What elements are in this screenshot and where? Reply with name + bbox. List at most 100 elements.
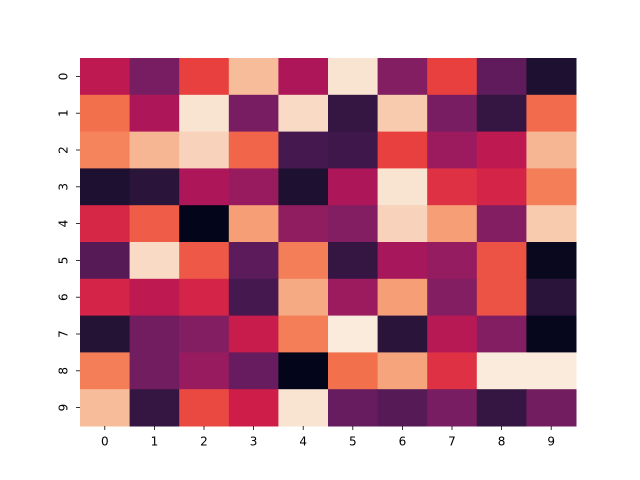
- heatmap-cell: [427, 389, 478, 427]
- heatmap-cell: [526, 278, 577, 317]
- heatmap-cell: [377, 58, 428, 96]
- heatmap-cell: [80, 168, 131, 206]
- heatmap-cell: [179, 94, 230, 133]
- heatmap-cell: [80, 278, 131, 317]
- y-tick-label: 7: [57, 330, 71, 338]
- heatmap-cell: [129, 278, 180, 317]
- heatmap-cell: [228, 389, 279, 427]
- heatmap-cell: [476, 168, 527, 206]
- heatmap-cell: [526, 242, 577, 280]
- x-tick-label: 8: [498, 435, 506, 449]
- heatmap-cell: [526, 205, 577, 243]
- heatmap-cell: [377, 352, 428, 390]
- heatmap-cell: [526, 389, 577, 427]
- heatmap-cell: [228, 315, 279, 353]
- heatmap-cell: [526, 315, 577, 353]
- heatmap-cell: [328, 278, 379, 317]
- heatmap-cell: [80, 131, 131, 169]
- heatmap-cell: [228, 278, 279, 317]
- heatmap-cell: [427, 278, 478, 317]
- heatmap-cell: [278, 168, 329, 206]
- heatmap-cell: [427, 205, 478, 243]
- heatmap-cell: [278, 278, 329, 317]
- y-tick-label: 1: [57, 109, 71, 117]
- heatmap-cell: [228, 94, 279, 133]
- heatmap-cell: [278, 58, 329, 96]
- heatmap-cell: [328, 389, 379, 427]
- heatmap-cell: [377, 389, 428, 427]
- heatmap-cell: [228, 205, 279, 243]
- heatmap-cell: [179, 168, 230, 206]
- heatmap-cell: [377, 131, 428, 169]
- heatmap-cell: [328, 58, 379, 96]
- heatmap-cell: [377, 94, 428, 133]
- heatmap-cell: [228, 131, 279, 169]
- heatmap-cell: [476, 94, 527, 133]
- heatmap-cell: [526, 131, 577, 169]
- heatmap-cell: [427, 242, 478, 280]
- heatmap-cell: [129, 205, 180, 243]
- heatmap-cell: [179, 278, 230, 317]
- heatmap-cell: [228, 352, 279, 390]
- heatmap-cell: [80, 58, 131, 96]
- heatmap-cell: [278, 389, 329, 427]
- y-tick-label: 5: [57, 257, 71, 265]
- heatmap-cell: [278, 242, 329, 280]
- heatmap-cell: [129, 94, 180, 133]
- x-tick-label: 4: [299, 435, 307, 449]
- y-tick-label: 9: [57, 404, 71, 412]
- y-tick-label: 8: [57, 367, 71, 375]
- heatmap-cell: [129, 242, 180, 280]
- heatmap-cell: [328, 242, 379, 280]
- heatmap-cell: [476, 58, 527, 96]
- heatmap-cell: [80, 315, 131, 353]
- heatmap-cell: [129, 389, 180, 427]
- x-tick-label: 9: [547, 435, 555, 449]
- x-tick-label: 0: [101, 435, 109, 449]
- heatmap-cell: [427, 352, 478, 390]
- heatmap-cell: [129, 352, 180, 390]
- heatmap-cell: [80, 94, 131, 133]
- heatmap-cell: [179, 242, 230, 280]
- y-tick-label: 0: [57, 73, 71, 81]
- heatmap-cell: [278, 131, 329, 169]
- y-tick-label: 3: [57, 183, 71, 191]
- heatmap-cell: [476, 315, 527, 353]
- heatmap-cell: [526, 168, 577, 206]
- heatmap-cell: [278, 315, 329, 353]
- heatmap-cell: [179, 352, 230, 390]
- heatmap-cell: [328, 94, 379, 133]
- heatmap-cell: [427, 168, 478, 206]
- heatmap-cell: [476, 205, 527, 243]
- y-tick-label: 4: [57, 220, 71, 228]
- heatmap-cell: [129, 315, 180, 353]
- heatmap-cell: [80, 242, 131, 280]
- heatmap-cell: [80, 205, 131, 243]
- heatmap-cell: [129, 131, 180, 169]
- heatmap-cell: [476, 242, 527, 280]
- heatmap-cell: [129, 168, 180, 206]
- heatmap-cell: [476, 352, 527, 390]
- heatmap-cell: [427, 94, 478, 133]
- y-tick-label: 2: [57, 146, 71, 154]
- heatmap-cell: [278, 205, 329, 243]
- heatmap-cell: [526, 352, 577, 390]
- heatmap-cell: [179, 58, 230, 96]
- heatmap-cell: [476, 131, 527, 169]
- heatmap-cell: [328, 352, 379, 390]
- heatmap-cell: [179, 131, 230, 169]
- heatmap-cell: [328, 131, 379, 169]
- heatmap-cell: [228, 58, 279, 96]
- heatmap-cell: [278, 94, 329, 133]
- x-tick-label: 6: [399, 435, 407, 449]
- heatmap-cell: [328, 205, 379, 243]
- heatmap-cell: [476, 389, 527, 427]
- heatmap-cell: [80, 389, 131, 427]
- x-tick-label: 3: [250, 435, 258, 449]
- heatmap-cell: [526, 94, 577, 133]
- heatmap-cell: [377, 205, 428, 243]
- heatmap-cell: [427, 58, 478, 96]
- heatmap-cell: [228, 168, 279, 206]
